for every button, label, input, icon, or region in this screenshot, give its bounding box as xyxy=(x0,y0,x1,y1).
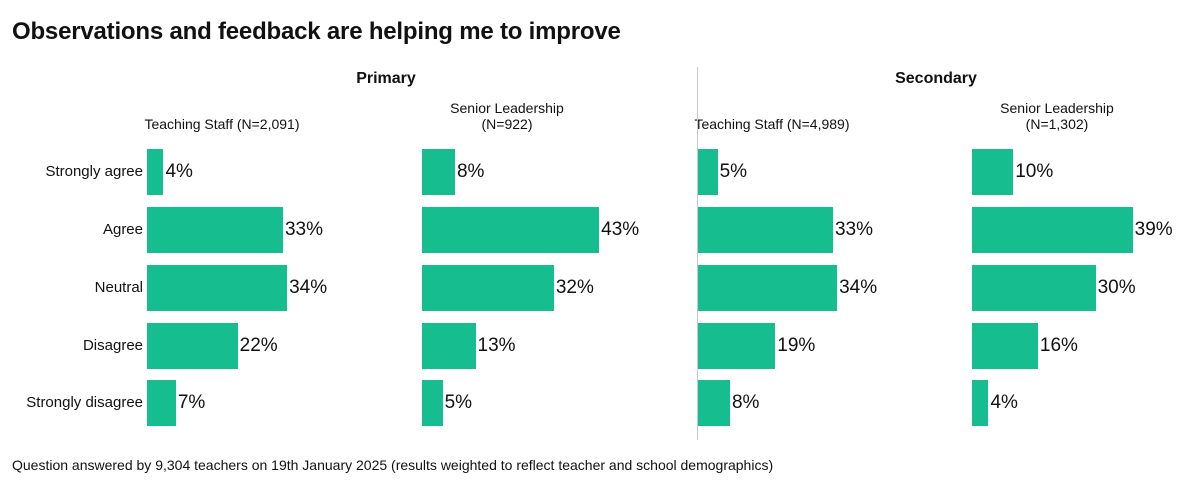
panel-title: Teaching Staff (N=4,989) xyxy=(694,116,850,132)
data-label: 8% xyxy=(731,392,760,413)
bar xyxy=(422,380,443,426)
category-label: Agree xyxy=(102,221,143,238)
data-label: 34% xyxy=(839,277,878,298)
bar xyxy=(422,149,455,195)
data-label: 22% xyxy=(239,335,278,356)
bar xyxy=(422,323,476,369)
category-label: Neutral xyxy=(94,279,143,296)
chart-title: Observations and feedback are helping me… xyxy=(12,18,621,45)
category-label: Strongly disagree xyxy=(26,394,143,411)
data-label: 5% xyxy=(719,161,748,182)
data-label: 19% xyxy=(777,335,816,356)
group-title: Primary xyxy=(356,70,416,87)
panel-title: Senior Leadership (N=922) xyxy=(450,100,564,132)
data-label: 5% xyxy=(444,392,473,413)
category-label: Strongly agree xyxy=(45,163,143,180)
bar xyxy=(697,323,776,369)
bar xyxy=(697,265,838,311)
bar xyxy=(972,323,1038,369)
bar xyxy=(972,207,1133,253)
bar xyxy=(147,380,176,426)
data-label: 4% xyxy=(990,392,1018,413)
footnote: Question answered by 9,304 teachers on 1… xyxy=(12,457,774,473)
data-label: 39% xyxy=(1134,219,1173,240)
data-label: 30% xyxy=(1097,277,1136,298)
bar xyxy=(697,207,833,253)
bar xyxy=(422,265,554,311)
data-label: 10% xyxy=(1015,161,1054,182)
bar xyxy=(972,149,1014,195)
data-label: 32% xyxy=(555,277,594,298)
bar xyxy=(697,149,718,195)
bar xyxy=(972,265,1096,311)
bar xyxy=(972,380,989,426)
panel-title: Senior Leadership (N=1,302) xyxy=(1000,100,1114,132)
group-title: Secondary xyxy=(895,70,977,87)
category-label: Disagree xyxy=(82,337,143,354)
data-label: 43% xyxy=(601,219,640,240)
panel-title: Teaching Staff (N=2,091) xyxy=(144,116,300,132)
bar xyxy=(147,149,164,195)
data-label: 13% xyxy=(477,335,516,356)
data-label: 34% xyxy=(289,277,328,298)
data-label: 8% xyxy=(456,161,485,182)
data-label: 7% xyxy=(177,392,206,413)
group-divider xyxy=(697,67,698,440)
bar xyxy=(147,207,283,253)
data-label: 33% xyxy=(834,219,873,240)
data-label: 16% xyxy=(1039,335,1078,356)
bar xyxy=(147,323,238,369)
data-label: 33% xyxy=(284,219,323,240)
bar xyxy=(697,380,730,426)
bar xyxy=(147,265,288,311)
data-label: 4% xyxy=(165,161,193,182)
bar xyxy=(422,207,600,253)
